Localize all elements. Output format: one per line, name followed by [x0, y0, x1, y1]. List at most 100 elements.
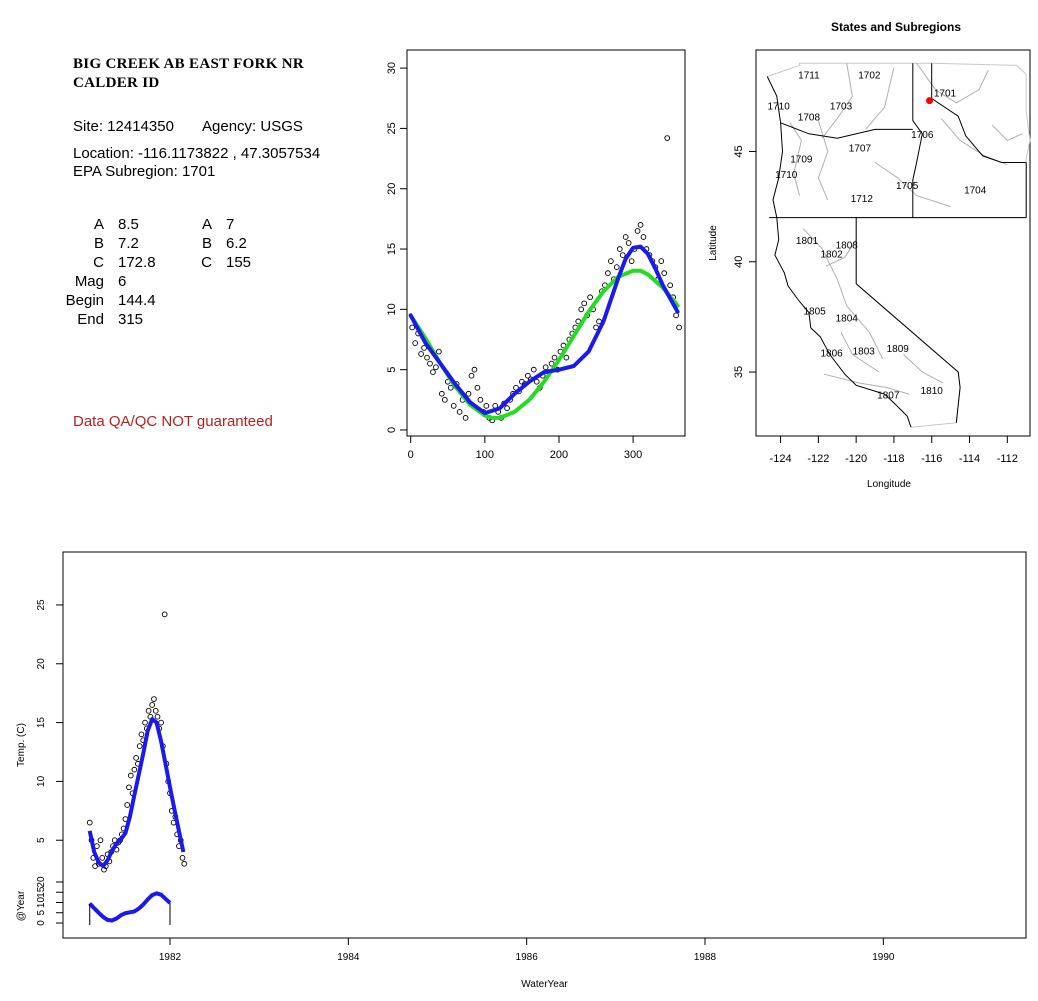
subregion-boundary — [940, 118, 1008, 166]
param-left-key-c: C — [93, 254, 104, 271]
ts-data-point — [86, 819, 93, 826]
data-point — [477, 396, 484, 403]
map-x-tick-label: -122 — [807, 453, 829, 465]
x-tick-label: 200 — [550, 449, 568, 461]
site-marker — [926, 97, 934, 105]
subregion-label: 1808 — [836, 241, 859, 252]
param-left-val-end: 315 — [118, 311, 144, 328]
subregion-label: 1803 — [853, 346, 876, 357]
param-right-key-c: C — [201, 254, 212, 271]
map-x-tick-label: -116 — [921, 453, 942, 465]
ts-data-point — [131, 766, 138, 773]
subregion-boundary — [823, 373, 910, 395]
data-point — [436, 348, 442, 355]
ts-data-point — [145, 707, 152, 714]
map-y-tick-label: 45 — [733, 145, 745, 157]
data-point — [625, 240, 632, 246]
map-x-tick-label: -124 — [770, 453, 792, 465]
data-point — [616, 246, 623, 252]
ts-data-point — [138, 731, 145, 738]
ts-x-tick-label: 1990 — [872, 952, 895, 963]
param-right-key-b: B — [201, 235, 212, 252]
ts-y2-label: @Year — [16, 890, 27, 921]
state-boundary — [931, 63, 1027, 163]
data-point — [430, 369, 436, 375]
ts-data-point — [154, 713, 161, 720]
ts-y-tick-label: 10 — [36, 775, 47, 787]
epa-subregion: EPA Subregion: 1701 — [73, 163, 216, 180]
ts-data-point — [151, 696, 157, 702]
subregion-boundary — [825, 239, 857, 267]
subregion-label: 1705 — [896, 181, 919, 192]
ts-data-point — [161, 611, 168, 618]
subregion-label: 1707 — [849, 143, 872, 154]
ts-y-tick-label: 5 — [36, 837, 47, 843]
ts-x-tick-label: 1982 — [159, 952, 182, 963]
param-right-val-b: 6.2 — [226, 235, 247, 252]
ts-data-point — [158, 719, 164, 726]
map-x-tick-label: -112 — [997, 453, 1018, 465]
subregion-boundary — [916, 62, 989, 104]
data-point — [563, 354, 570, 361]
data-point — [412, 340, 419, 346]
map-frame — [755, 49, 1031, 437]
data-point — [634, 228, 641, 234]
ts-frame — [62, 551, 1027, 939]
subregion-boundary — [903, 354, 944, 384]
data-point — [450, 402, 457, 409]
ts-sub-tick-label: 0 — [36, 920, 47, 926]
subregion-label: 1704 — [964, 185, 987, 196]
subregion-label: 1709 — [790, 154, 813, 165]
ts-data-point — [126, 784, 132, 791]
data-point — [427, 360, 433, 367]
param-left-val-c: 172.8 — [118, 254, 156, 271]
subregion-boundary — [802, 228, 884, 360]
ts-y-tick-label: 25 — [36, 599, 47, 611]
ts-data-point — [149, 702, 156, 708]
param-left-key-a: A — [93, 216, 104, 233]
agency: Agency: USGS — [202, 118, 303, 135]
subregion-label: 1708 — [798, 113, 821, 124]
data-point — [433, 364, 439, 371]
ts-data-point — [124, 802, 131, 808]
data-point — [409, 324, 416, 331]
subregion-map: States and Subregions Longitude Latitude -1… — [708, 20, 1031, 490]
data-point — [676, 324, 682, 331]
y-tick-label: 0 — [386, 427, 398, 433]
subregion-label: 1810 — [921, 386, 944, 397]
map-title: States and Subregions — [831, 20, 961, 34]
fit-line-blue — [408, 244, 680, 416]
param-left-val-mag: 6 — [118, 273, 127, 290]
x-tick-label: 100 — [476, 449, 494, 461]
subregion-label: 1701 — [934, 88, 957, 99]
site-title-line-2: CALDER ID — [73, 75, 160, 91]
subregion-label: 1712 — [851, 194, 874, 205]
data-point — [548, 360, 555, 367]
subregion-label: 1806 — [820, 349, 843, 360]
subregion-label: 1703 — [830, 102, 853, 113]
data-point — [474, 384, 481, 391]
data-point — [587, 294, 593, 301]
data-point — [424, 354, 430, 361]
data-point — [605, 270, 611, 277]
location: Location: -116.1173822 , 47.3057534 — [73, 145, 321, 162]
fit-line-green — [408, 268, 680, 420]
param-right-val-c: 155 — [226, 254, 252, 271]
param-left-val-a: 8.5 — [118, 216, 139, 233]
data-point — [456, 409, 463, 415]
subregion-boundary — [821, 63, 853, 139]
param-left-key-mag: Mag — [74, 273, 104, 290]
param-left-key-begin: Begin — [65, 292, 104, 309]
ts-data-point — [142, 719, 148, 726]
subregion-label: 1807 — [877, 391, 900, 402]
y-tick-label: 30 — [386, 62, 398, 74]
subregion-label: 1805 — [803, 307, 826, 318]
data-point — [471, 366, 478, 373]
ts-data-point — [97, 837, 104, 844]
data-point — [667, 282, 674, 289]
data-point — [658, 258, 665, 264]
subregion-boundary — [865, 67, 895, 130]
seasonal-chart: 0 100 200 300 0 5 10 15 20 25 30 — [386, 49, 686, 461]
data-point — [551, 354, 558, 361]
